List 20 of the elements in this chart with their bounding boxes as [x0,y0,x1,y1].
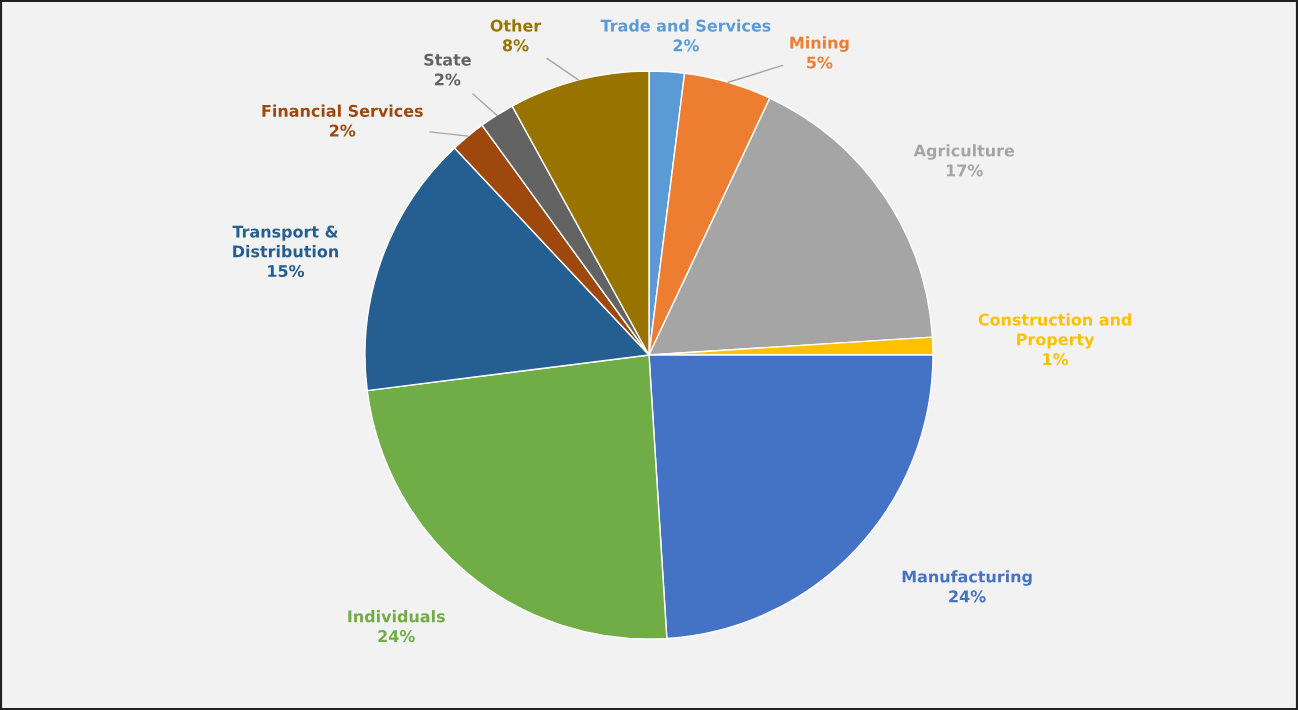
data-label: 24% [949,590,986,603]
data-label: 1% [1043,353,1069,366]
data-label: 2% [329,124,356,137]
slice-label: Construction and Property [978,313,1132,349]
slice-label: Financial Services [262,104,423,117]
slice-label: Individuals [348,610,445,623]
data-label: 2% [435,73,461,86]
data-label: 8% [502,39,529,52]
data-label: 24% [378,630,415,643]
slice-label: Other [490,19,542,32]
slice-label: Trade and Services [600,19,771,32]
data-label: 17% [946,164,983,177]
data-label: 2% [673,39,699,52]
slice-label: Agriculture [913,144,1015,160]
slice-label: Mining [790,36,849,52]
slice-label: Manufacturing [902,570,1032,586]
slice-label: State [424,53,471,66]
data-label: 15% [268,265,305,278]
slice-label: Transport & Distribution [232,225,338,258]
data-label: 5% [807,56,833,69]
